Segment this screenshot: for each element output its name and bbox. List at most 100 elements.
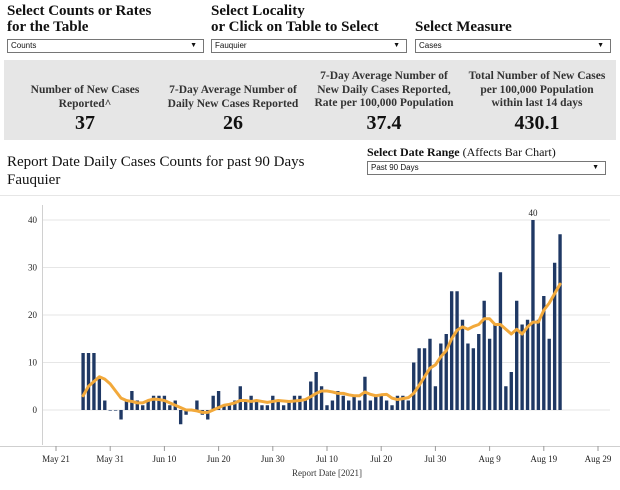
bar[interactable] xyxy=(520,324,524,411)
bar[interactable] xyxy=(460,319,465,410)
kpi-14day-total-rate[interactable]: Total Number of New Cases per 100,000 Po… xyxy=(462,60,612,140)
bar[interactable] xyxy=(325,405,329,410)
bar[interactable] xyxy=(531,220,535,410)
bar[interactable] xyxy=(146,400,150,411)
measure-select[interactable]: Cases ▼ xyxy=(415,39,611,53)
bar[interactable] xyxy=(81,353,85,410)
bar[interactable] xyxy=(108,410,112,411)
bar[interactable] xyxy=(482,300,486,410)
bar[interactable] xyxy=(319,386,324,410)
bar[interactable] xyxy=(287,400,291,411)
bar[interactable] xyxy=(292,395,297,410)
bar[interactable] xyxy=(487,338,492,410)
chart-gridlines xyxy=(43,219,610,411)
bar[interactable] xyxy=(216,391,221,410)
bar[interactable] xyxy=(162,395,167,410)
bar[interactable] xyxy=(168,405,172,410)
locality-select[interactable]: Fauquier ▼ xyxy=(211,39,407,53)
bar[interactable] xyxy=(157,395,161,410)
bar[interactable] xyxy=(498,272,503,410)
kpi-label: Total Number of New Cases per 100,000 Po… xyxy=(468,70,606,109)
bar[interactable] xyxy=(542,296,546,410)
daily-cases-chart[interactable]: 40 0 10 20 30 40 May 21 May 31 Jun 10 Jun 20 Jun… xyxy=(0,195,620,490)
bar[interactable] xyxy=(135,400,139,411)
bar[interactable] xyxy=(406,400,410,411)
bar[interactable] xyxy=(347,400,351,411)
bar[interactable] xyxy=(357,400,362,411)
bar[interactable] xyxy=(504,386,508,410)
bar[interactable] xyxy=(97,376,102,410)
bar[interactable] xyxy=(525,319,530,410)
bar[interactable] xyxy=(227,405,232,410)
bar[interactable] xyxy=(238,386,242,410)
bar[interactable] xyxy=(178,410,183,425)
bar[interactable] xyxy=(254,400,259,411)
bar[interactable] xyxy=(281,405,286,410)
kpi-7day-rate[interactable]: 7-Day Average Number of New Daily Cases … xyxy=(308,60,460,140)
bar[interactable] xyxy=(412,362,416,411)
bar[interactable] xyxy=(276,400,280,411)
bar[interactable] xyxy=(86,353,91,410)
bar[interactable] xyxy=(265,405,270,410)
bar[interactable] xyxy=(368,400,373,411)
bar[interactable] xyxy=(374,395,378,410)
bar-series[interactable] xyxy=(81,220,562,425)
bar[interactable] xyxy=(558,234,562,410)
bar[interactable] xyxy=(151,395,156,410)
bar[interactable] xyxy=(103,400,107,411)
bar[interactable] xyxy=(336,391,340,410)
bar[interactable] xyxy=(515,300,519,410)
bar[interactable] xyxy=(449,291,454,410)
kpi-label: 7-Day Average Number of New Daily Cases … xyxy=(314,70,454,109)
bar[interactable] xyxy=(341,395,345,410)
bar[interactable] xyxy=(395,395,400,410)
date-range-select[interactable]: Past 90 Days ▼ xyxy=(367,161,606,175)
y-tick-label: 20 xyxy=(28,310,38,320)
bar[interactable] xyxy=(260,405,264,410)
kpi-value: 26 xyxy=(223,112,243,134)
bar[interactable] xyxy=(444,334,448,410)
seven-day-average-line[interactable] xyxy=(81,282,562,414)
bar[interactable] xyxy=(211,395,215,410)
bar[interactable] xyxy=(330,400,335,411)
counts-rates-select[interactable]: Counts ▼ xyxy=(7,39,204,53)
bar[interactable] xyxy=(439,343,443,411)
bar[interactable] xyxy=(195,400,199,411)
bar[interactable] xyxy=(113,410,118,411)
bar[interactable] xyxy=(314,372,318,410)
bar[interactable] xyxy=(471,348,476,410)
bar[interactable] xyxy=(124,400,129,411)
bar[interactable] xyxy=(303,400,307,411)
bar[interactable] xyxy=(352,395,356,410)
kpi-summary-table[interactable]: Number of New Cases Reported^ 37 7-Day A… xyxy=(4,60,616,140)
bar-data-label: 40 xyxy=(528,208,538,218)
kpi-new-cases[interactable]: Number of New Cases Reported^ 37 xyxy=(10,60,160,140)
bar[interactable] xyxy=(206,410,210,420)
counts-rates-label: Select Counts or Rates for the Table xyxy=(7,3,152,35)
bar[interactable] xyxy=(298,395,302,410)
bar[interactable] xyxy=(390,405,394,410)
bar[interactable] xyxy=(547,338,551,410)
bar[interactable] xyxy=(428,338,432,410)
bar[interactable] xyxy=(184,410,188,415)
bar[interactable] xyxy=(244,400,248,411)
bar[interactable] xyxy=(417,348,421,410)
bar[interactable] xyxy=(466,343,470,411)
bar[interactable] xyxy=(536,319,541,410)
bar[interactable] xyxy=(552,262,557,410)
bar[interactable] xyxy=(379,395,383,410)
bar[interactable] xyxy=(477,334,481,410)
bar[interactable] xyxy=(233,400,237,411)
bar[interactable] xyxy=(141,405,145,410)
bar[interactable] xyxy=(222,405,226,410)
bar[interactable] xyxy=(455,291,459,410)
bar[interactable] xyxy=(401,395,405,410)
kpi-7day-average[interactable]: 7-Day Average Number of Daily New Cases … xyxy=(164,60,302,140)
bar[interactable] xyxy=(509,372,513,410)
date-range-label: Select Date Range (Affects Bar Chart) xyxy=(367,145,556,159)
bar[interactable] xyxy=(433,386,438,410)
bar[interactable] xyxy=(384,400,389,411)
counts-rates-select-value: Counts xyxy=(11,41,37,50)
bar[interactable] xyxy=(119,410,123,420)
bar[interactable] xyxy=(493,324,497,411)
